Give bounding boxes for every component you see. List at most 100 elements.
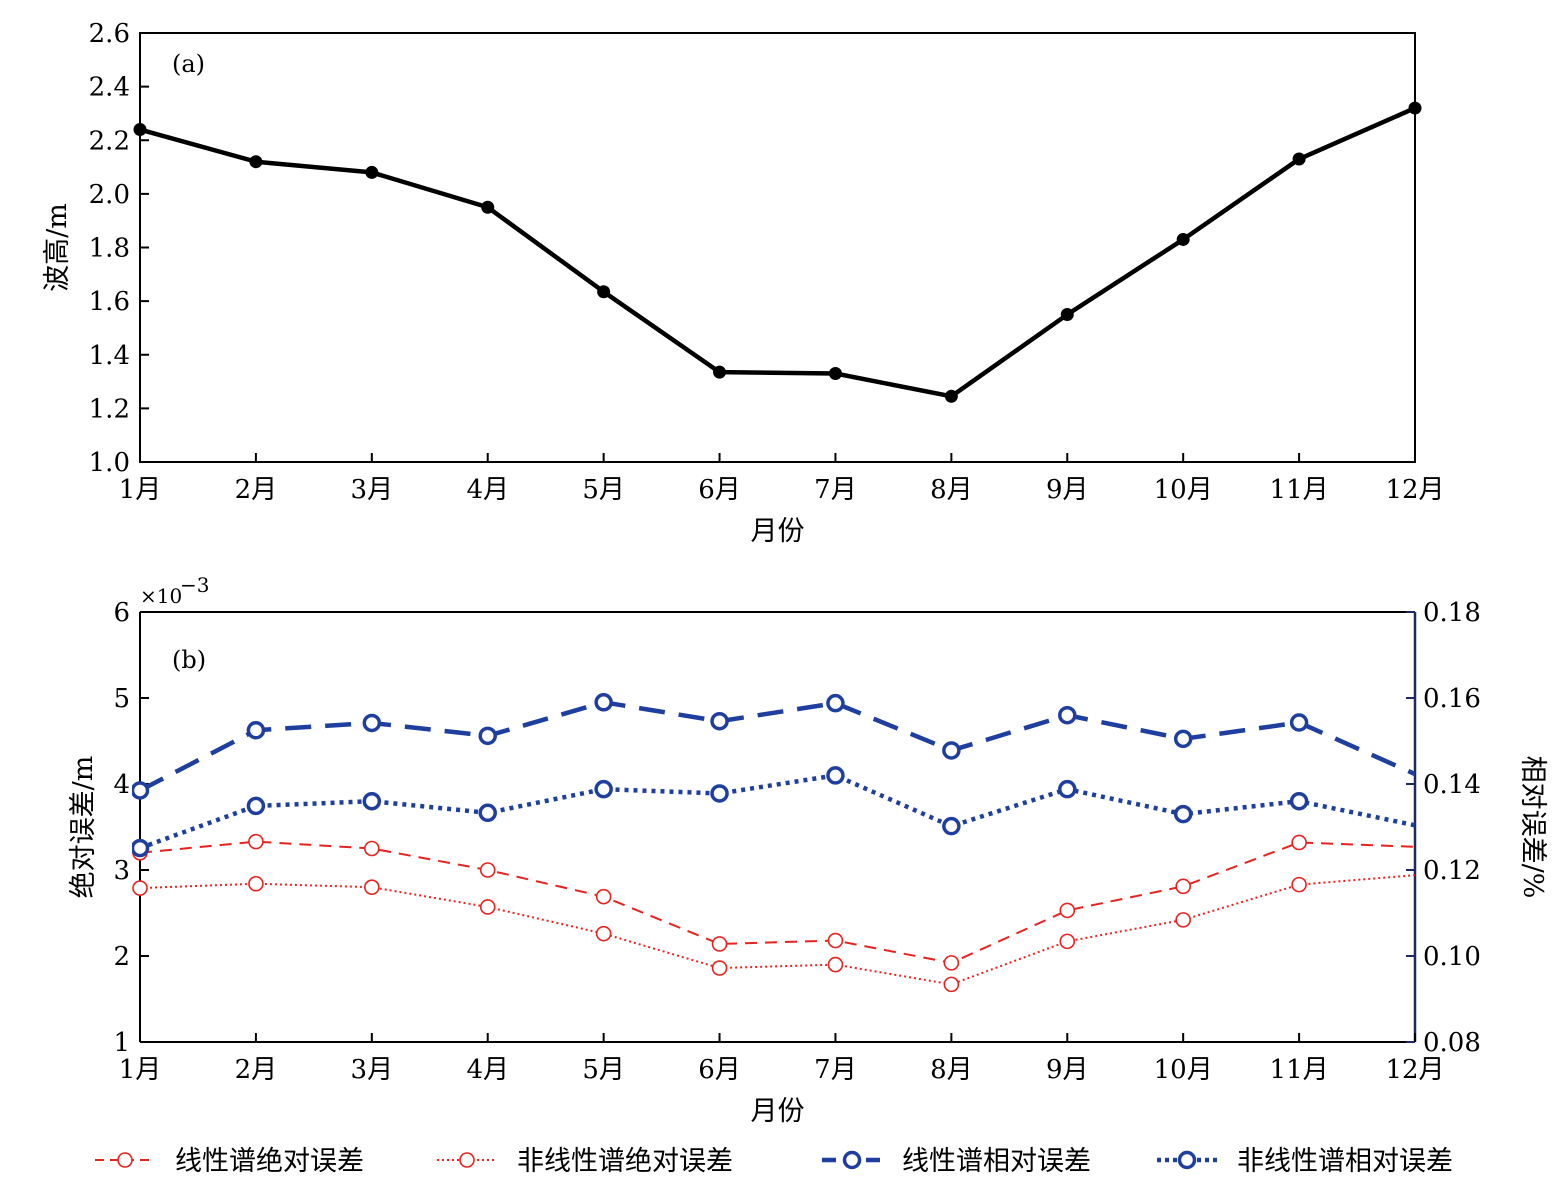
panel-b-data-point xyxy=(826,766,845,785)
panel-a-ytick-label: 2.0 xyxy=(89,180,130,210)
panel-b-xtick-label: 11月 xyxy=(1270,1055,1329,1085)
panel-a-xtick-label: 7月 xyxy=(814,475,857,505)
panel-b-data-point xyxy=(943,955,960,971)
panel-a-xlabel: 月份 xyxy=(751,516,805,547)
panel-a-data-point xyxy=(1408,101,1422,115)
panel-a-label: (a) xyxy=(172,50,205,78)
panel-b-data-point xyxy=(364,879,380,896)
panel-b-xtick-label: 7月 xyxy=(814,1055,857,1085)
panel-b-data-point xyxy=(1289,713,1309,732)
panel-a-frame xyxy=(139,32,1416,463)
panel-b-xtick-label: 2月 xyxy=(235,1055,278,1085)
panel-b-series-3 xyxy=(132,766,1415,858)
panel-b-data-point xyxy=(364,840,380,857)
panel-a-xtick-label: 2月 xyxy=(235,475,278,505)
panel-b-data-point xyxy=(594,693,613,712)
panel-b-data-point xyxy=(362,713,382,733)
panel-b-exponent: ×10 xyxy=(140,584,182,608)
panel-b-left-ytick-label: 6 xyxy=(113,598,130,628)
panel-a-ytick-label: 2.4 xyxy=(89,73,130,103)
panel-b-xtick-label: 9月 xyxy=(1046,1055,1089,1085)
panel-a-xtick-label: 10月 xyxy=(1154,475,1213,505)
panel-a-ytick-label: 1.8 xyxy=(89,234,130,264)
panel-a-ytick-label: 1.6 xyxy=(89,287,130,317)
panel-b-label: (b) xyxy=(172,646,206,674)
panel-a-xtick-label: 11月 xyxy=(1270,475,1329,505)
panel-b-xtick-label: 8月 xyxy=(930,1055,973,1085)
panel-b-data-point xyxy=(943,976,960,993)
panel-b-right-ytick-label: 0.12 xyxy=(1423,856,1481,886)
panel-a-data-point xyxy=(249,155,263,169)
panel-b-series-1 xyxy=(132,874,1415,993)
panel-a-data-point xyxy=(365,165,379,179)
panel-a-data-point xyxy=(1292,152,1306,166)
panel-a-data-point xyxy=(1060,308,1074,322)
legend-label: 非线性谱绝对误差 xyxy=(517,1146,733,1177)
panel-b-data-point xyxy=(826,693,845,713)
panel-b-data-point xyxy=(710,711,729,731)
panel-b-data-point xyxy=(362,791,382,811)
panel-b-data-point xyxy=(594,779,613,799)
panel-b-data-point xyxy=(827,932,844,949)
panel-b-data-point xyxy=(132,781,150,800)
panel-b-data-point xyxy=(246,796,266,816)
panel-b-data-point xyxy=(1173,729,1193,749)
panel-a-data-point xyxy=(597,285,611,299)
panel-a-ytick-label: 1.4 xyxy=(89,341,130,371)
panel-b-series-2 xyxy=(132,693,1415,800)
panel-b-data-point xyxy=(1175,878,1191,895)
panel-a-series-line xyxy=(139,106,1416,399)
panel-b-data-point xyxy=(1291,834,1307,851)
panel-b-data-point xyxy=(1058,779,1077,799)
panel-b-xlabel: 月份 xyxy=(751,1096,805,1127)
panel-b-data-point xyxy=(710,784,729,803)
panel-b-data-point xyxy=(1059,902,1076,919)
panel-a-data-point xyxy=(133,123,147,137)
legend-marker xyxy=(459,1152,475,1168)
panel-b-right-ytick-label: 0.10 xyxy=(1423,942,1481,972)
panel-b-left-ytick-label: 2 xyxy=(113,942,130,972)
panel-b-series-0 xyxy=(132,833,1415,971)
panel-b-left-ytick-label: 4 xyxy=(113,770,130,800)
panel-b-data-point xyxy=(479,862,496,878)
panel-a-ytick-label: 1.0 xyxy=(89,448,130,478)
panel-b-data-point xyxy=(595,925,612,942)
panel-b-series-line xyxy=(139,840,1415,964)
legend-marker xyxy=(842,1150,862,1170)
panel-a-data-point xyxy=(944,389,958,403)
panel-a-ytick-label: 2.2 xyxy=(89,126,130,156)
panel-a-xtick-label: 1月 xyxy=(119,475,162,505)
panel-b-xtick-label: 4月 xyxy=(466,1055,509,1085)
panel-a-data-point xyxy=(713,365,727,379)
panel-b-data-point xyxy=(248,833,264,850)
panel-b-data-point xyxy=(711,960,728,976)
panel-b-xtick-label: 1月 xyxy=(119,1055,162,1085)
panel-b-right-ylabel: 相对误差/% xyxy=(1517,756,1548,899)
panel-a-data-point xyxy=(828,367,842,381)
panel-b-left-ylabel: 绝对误差/m xyxy=(68,756,99,899)
panel-b-data-point xyxy=(479,899,496,915)
panel-b-data-point xyxy=(1173,804,1193,824)
panel-a-ytick-label: 1.2 xyxy=(89,394,130,424)
panel-b-xtick-label: 5月 xyxy=(582,1055,625,1085)
panel-b-right-ytick-label: 0.18 xyxy=(1423,598,1481,628)
panel-b-left-ytick-label: 3 xyxy=(113,856,130,886)
panel-a-data-point xyxy=(481,200,495,214)
panel-b-data-point xyxy=(827,956,844,973)
panel-b-series-line xyxy=(138,699,1415,793)
panel-b-data-point xyxy=(132,880,148,896)
panel-b-left-ytick-label: 1 xyxy=(113,1028,130,1058)
panel-b-xtick-label: 10月 xyxy=(1154,1055,1213,1085)
panel-b-data-point xyxy=(595,888,612,905)
panel-a-xtick-label: 5月 xyxy=(582,475,625,505)
legend-marker xyxy=(1177,1150,1197,1170)
panel-a-xtick-label: 3月 xyxy=(351,475,394,505)
panel-b-xtick-label: 6月 xyxy=(698,1055,741,1085)
panel-b-data-point xyxy=(942,816,961,836)
panel-a-xtick-label: 4月 xyxy=(466,475,509,505)
panel-a-xtick-label: 8月 xyxy=(930,475,973,505)
panel-a-ytick-label: 2.6 xyxy=(89,19,130,49)
panel-b-data-point xyxy=(246,721,266,740)
panel-b-data-point xyxy=(478,726,497,746)
